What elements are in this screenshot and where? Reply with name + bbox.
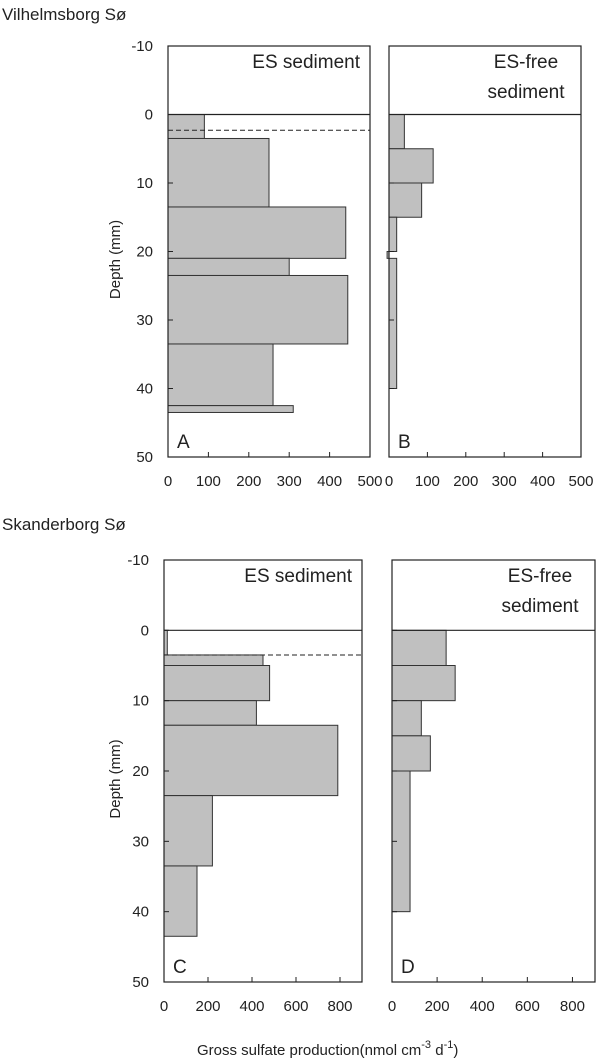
x-tick-label-a-4: 400 [317, 473, 342, 490]
x-tick-label-d-4: 800 [560, 998, 585, 1015]
bar-b-5 [388, 257, 398, 389]
x-tick-label-a-0: 0 [164, 473, 172, 490]
x-tick-label-b-0: 0 [385, 473, 393, 490]
bar-b-3 [388, 216, 398, 252]
x-axis-label-mid: d [431, 1042, 444, 1059]
y-tick-label-c-1: 0 [141, 622, 149, 639]
y-tick-label-c-0: -10 [127, 552, 149, 569]
bar-a-0 [167, 114, 205, 139]
panel-title-a-0: ES sediment [252, 52, 360, 73]
panel-title-b-0: ES-free [494, 52, 558, 73]
y-tick-label-a-3: 20 [136, 244, 153, 261]
x-tick-label-d-1: 200 [425, 998, 450, 1015]
bar-c-4 [163, 724, 339, 797]
panel-title-d-1: sediment [501, 596, 579, 617]
panel-c: 0 200 400 600 800 -10 0 10 20 30 40 50 Depth (mm) ES … [107, 552, 363, 1015]
frame-b [388, 45, 582, 458]
bar-d-0 [391, 629, 447, 666]
bar-c-3 [163, 700, 257, 726]
x-tick-label-c-0: 0 [160, 998, 168, 1015]
x-axis-label-main: Gross sulfate production(nmol cm [197, 1042, 421, 1059]
panel-a: 0 100 200 300 400 500 -10 0 10 20 30 40 50 Depth (mm)… [107, 38, 383, 490]
y-tick-label-a-4: 30 [136, 312, 153, 329]
x-tick-label-d-3: 600 [515, 998, 540, 1015]
x-tick-label-b-1: 100 [415, 473, 440, 490]
y-tick-label-c-6: 50 [132, 974, 149, 991]
x-tick-label-a-1: 100 [196, 473, 221, 490]
x-tick-label-b-4: 400 [530, 473, 555, 490]
bar-c-2 [163, 665, 271, 702]
x-tick-label-d-2: 400 [470, 998, 495, 1015]
x-tick-label-b-5: 500 [568, 473, 593, 490]
bar-a-6 [167, 405, 294, 413]
y-tick-label-c-2: 10 [132, 693, 149, 710]
panel-label-c: C [173, 957, 187, 978]
bar-c-1 [163, 654, 264, 667]
bar-d-3 [391, 735, 431, 772]
bar-b-1 [388, 148, 434, 184]
bar-a-1 [167, 137, 270, 208]
bar-c-5 [163, 795, 213, 867]
x-tick-label-a-3: 300 [277, 473, 302, 490]
panel-b: 0 100 200 300 400 500 ES-free sediment B [385, 45, 594, 490]
x-tick-label-c-4: 800 [327, 998, 352, 1015]
y-tick-label-c-3: 20 [132, 763, 149, 780]
bar-d-1 [391, 665, 456, 702]
x-tick-label-c-3: 600 [283, 998, 308, 1015]
title-top: Vilhelmsborg Sø [2, 5, 126, 24]
bar-a-4 [167, 274, 349, 345]
bar-a-5 [167, 343, 274, 407]
x-tick-label-c-1: 200 [195, 998, 220, 1015]
panel-label-a: A [177, 432, 190, 453]
x-tick-label-a-2: 200 [236, 473, 261, 490]
y-tick-label-c-4: 30 [132, 833, 149, 850]
y-tick-label-a-1: 0 [145, 107, 153, 124]
panel-label-b: B [398, 432, 411, 453]
y-tick-label-a-5: 40 [136, 381, 153, 398]
x-axis-label-exp2: -1 [444, 1039, 454, 1051]
bar-a-2 [167, 206, 347, 259]
bar-c-6 [163, 865, 198, 937]
x-axis-label-end: ) [453, 1042, 458, 1059]
y-tick-label-a-2: 10 [136, 175, 153, 192]
x-tick-label-b-2: 200 [453, 473, 478, 490]
y-tick-label-a-0: -10 [131, 38, 153, 55]
panel-title-d-0: ES-free [508, 566, 572, 587]
y-axis-label-c: Depth (mm) [107, 739, 124, 818]
x-tick-label-a-5: 500 [357, 473, 382, 490]
x-axis-label: Gross sulfate production(nmol cm-3 d-1) [197, 1039, 458, 1059]
panel-d: 0 200 400 600 800 ES-free sediment D [388, 559, 596, 1015]
x-tick-label-c-2: 400 [239, 998, 264, 1015]
bar-a-3 [167, 257, 290, 276]
y-axis-label-a: Depth (mm) [107, 220, 124, 299]
bar-b-0 [388, 114, 405, 150]
panel-title-b-1: sediment [487, 82, 565, 103]
bar-d-2 [391, 700, 422, 737]
y-tick-label-c-5: 40 [132, 904, 149, 921]
title-bottom: Skanderborg Sø [2, 515, 126, 534]
panel-title-c-0: ES sediment [244, 566, 352, 587]
y-tick-label-a-6: 50 [136, 449, 153, 466]
bar-b-2 [388, 182, 423, 218]
x-axis-label-exp1: -3 [421, 1039, 431, 1051]
x-tick-label-d-0: 0 [388, 998, 396, 1015]
panel-label-d: D [401, 957, 415, 978]
x-tick-label-b-3: 300 [492, 473, 517, 490]
